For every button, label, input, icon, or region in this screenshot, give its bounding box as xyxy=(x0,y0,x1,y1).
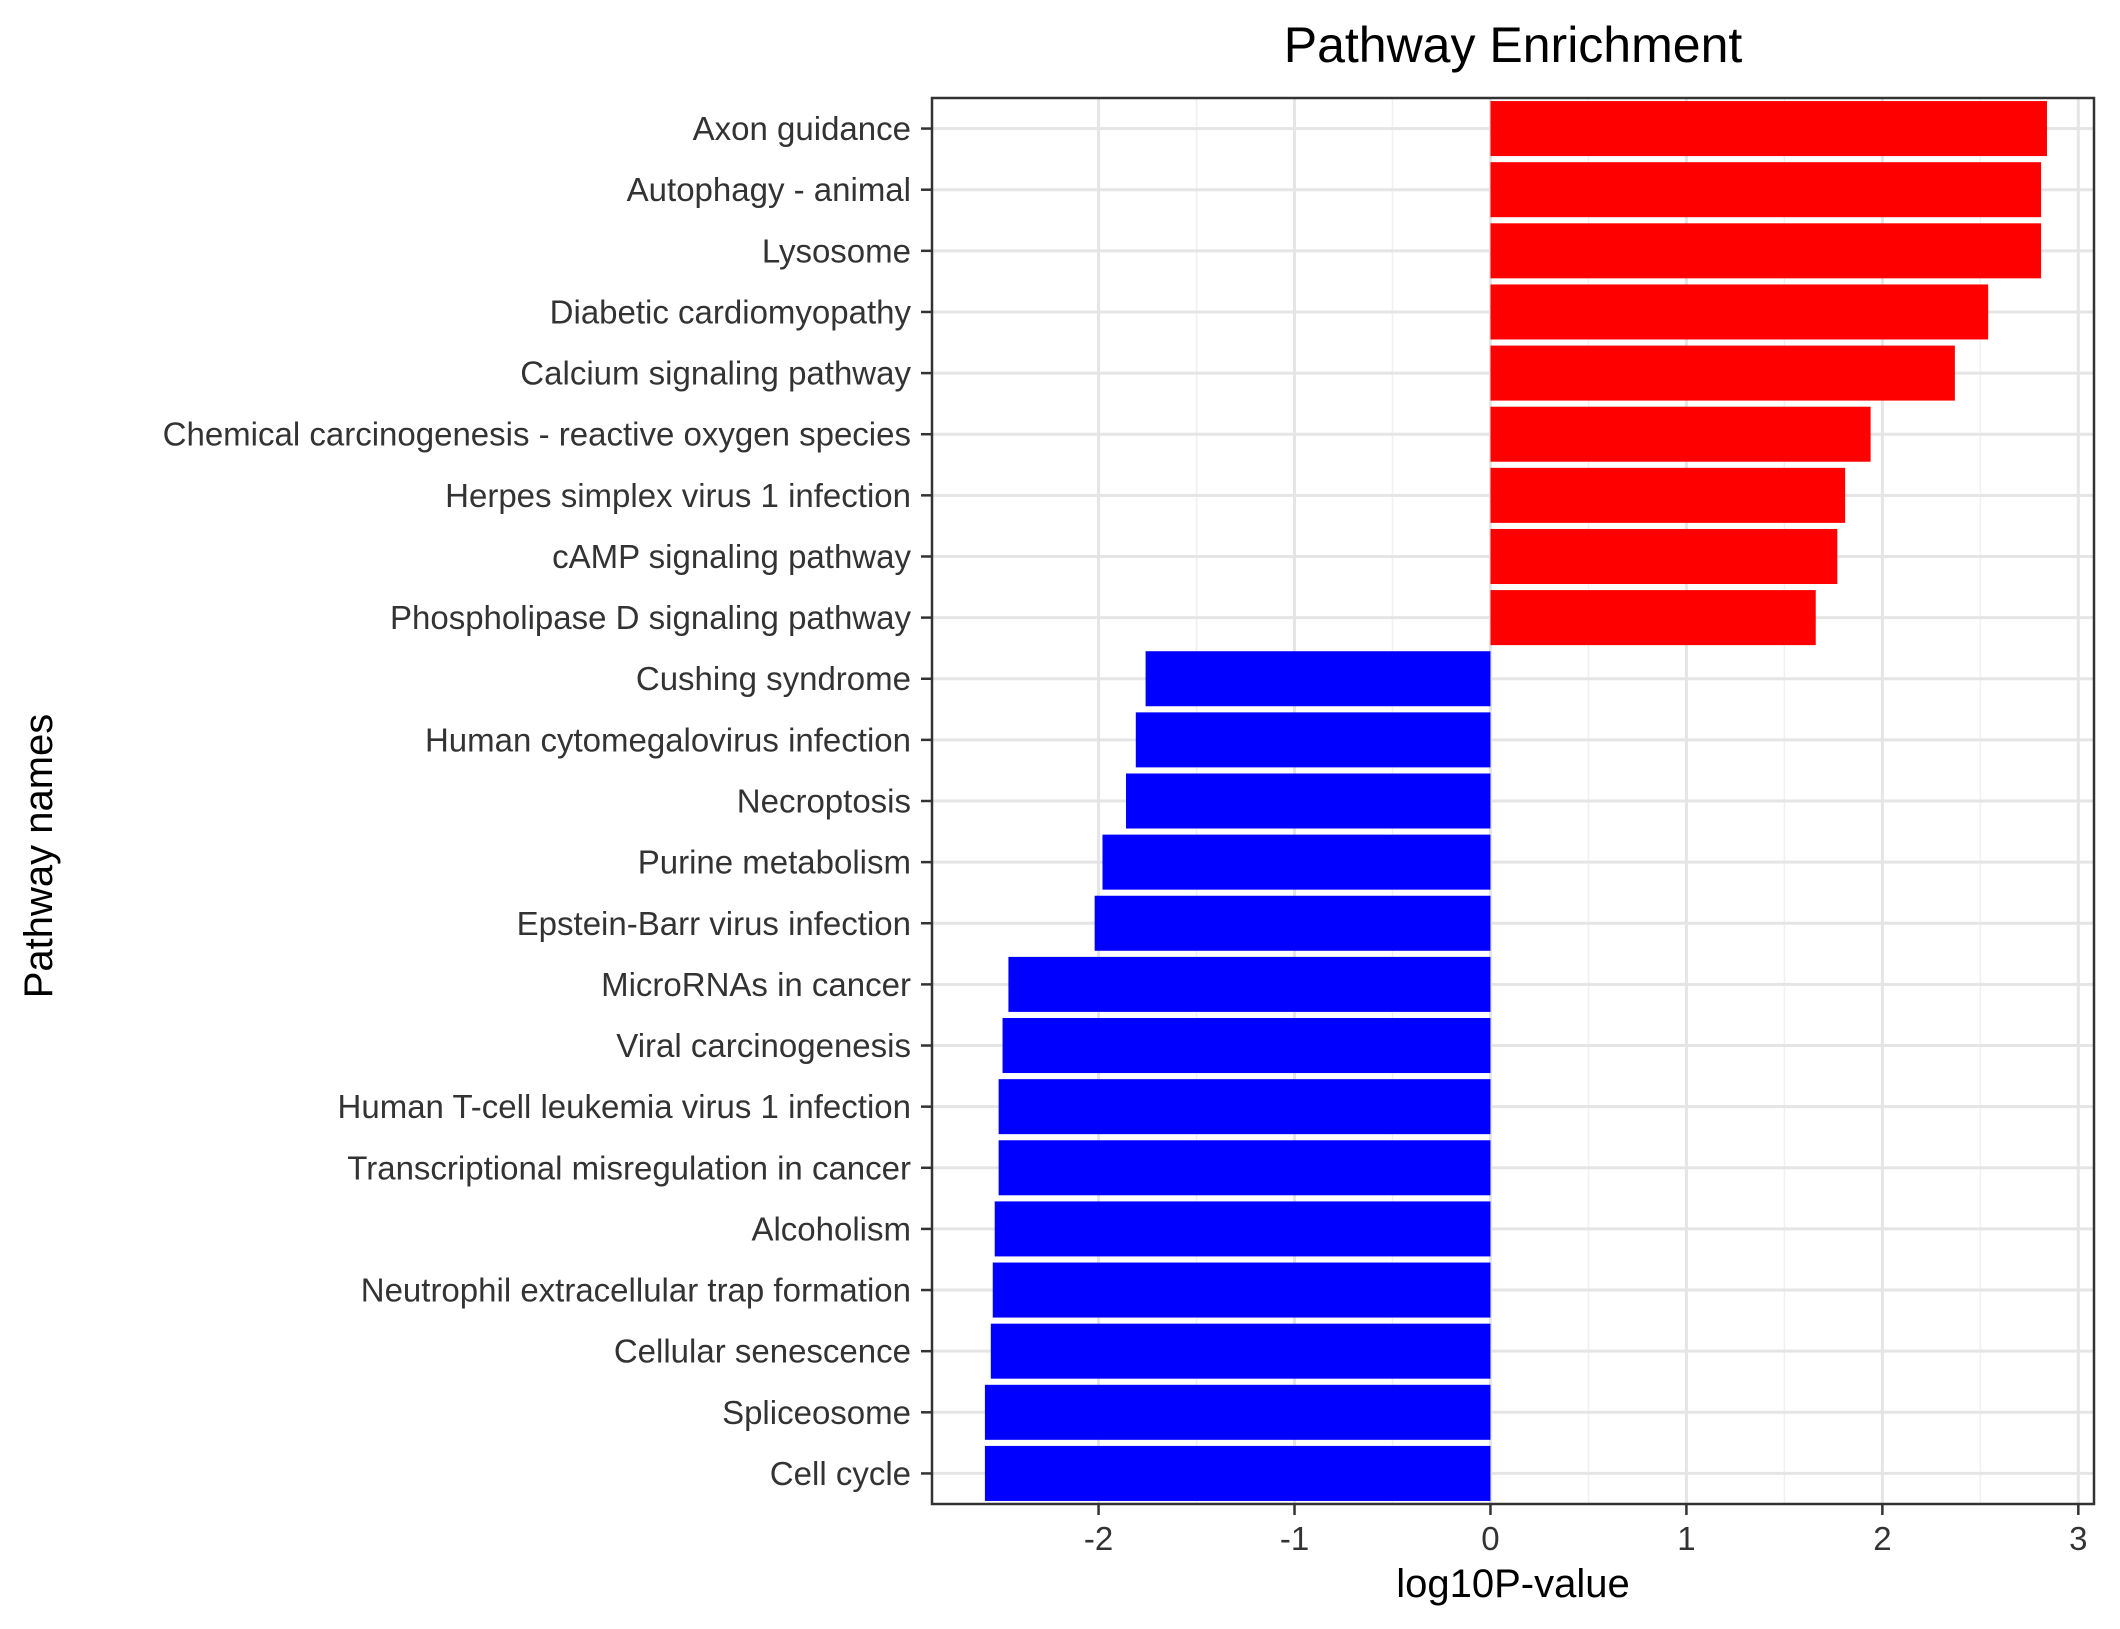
x-axis: -2 -1 0 1 2 3 xyxy=(1084,1504,2088,1557)
bar xyxy=(1490,590,1816,646)
y-tick-label: Transcriptional misregulation in cancer xyxy=(347,1149,911,1186)
y-tick-label: Cellular senescence xyxy=(614,1333,911,1370)
bar xyxy=(984,1384,1491,1440)
y-tick-label: Viral carcinogenesis xyxy=(616,1027,911,1064)
y-tick-label: Phospholipase D signaling pathway xyxy=(390,599,912,636)
y-tick-label: Purine metabolism xyxy=(638,844,911,881)
bar xyxy=(1102,834,1491,890)
bar xyxy=(1490,406,1871,462)
y-tick-label: cAMP signaling pathway xyxy=(552,538,911,575)
x-tick-label: 3 xyxy=(2069,1520,2087,1557)
bar xyxy=(992,1262,1491,1318)
bar xyxy=(1002,1018,1491,1074)
bar xyxy=(1490,162,2042,218)
bar xyxy=(990,1323,1491,1379)
y-tick-label: Cell cycle xyxy=(770,1455,911,1492)
x-tick-label: -2 xyxy=(1084,1520,1113,1557)
y-tick-label: Autophagy - animal xyxy=(627,171,911,208)
bar xyxy=(984,1445,1491,1501)
y-axis-title: Pathway names xyxy=(17,714,61,999)
y-tick-label: Alcoholism xyxy=(751,1210,911,1247)
x-tick-label: 0 xyxy=(1481,1520,1499,1557)
bar xyxy=(1490,101,2047,157)
y-tick-label: Human T-cell leukemia virus 1 infection xyxy=(338,1088,911,1125)
y-tick-label: Cushing syndrome xyxy=(636,660,911,697)
bar xyxy=(1094,895,1491,951)
bar xyxy=(998,1140,1491,1196)
y-tick-label: Lysosome xyxy=(762,232,911,269)
bar xyxy=(1490,345,1955,401)
bar xyxy=(1125,773,1491,829)
bar xyxy=(1490,467,1846,523)
y-tick-label: Herpes simplex virus 1 infection xyxy=(445,477,911,514)
bar xyxy=(1145,651,1491,707)
y-tick-label: Necroptosis xyxy=(737,783,911,820)
x-axis-title: log10P-value xyxy=(1396,1562,1630,1606)
y-axis: Axon guidance Autophagy - animal Lysosome D… xyxy=(163,110,932,1492)
y-tick-label: Human cytomegalovirus infection xyxy=(425,721,911,758)
bar xyxy=(1008,956,1491,1012)
bar xyxy=(1490,223,2042,279)
x-tick-label: 2 xyxy=(1873,1520,1891,1557)
y-tick-label: Calcium signaling pathway xyxy=(520,355,911,392)
y-tick-label: Epstein-Barr virus infection xyxy=(517,905,911,942)
y-tick-label: Neutrophil extracellular trap formation xyxy=(361,1272,911,1309)
y-tick-label: MicroRNAs in cancer xyxy=(601,966,911,1003)
bar xyxy=(994,1201,1491,1257)
y-tick-label: Chemical carcinogenesis - reactive oxyge… xyxy=(163,416,911,453)
bar xyxy=(1490,284,1989,340)
y-tick-label: Spliceosome xyxy=(722,1394,911,1431)
bar xyxy=(1490,528,1838,584)
chart-title: Pathway Enrichment xyxy=(1284,17,1743,73)
bars xyxy=(984,101,2047,1501)
bar xyxy=(998,1079,1491,1135)
y-tick-label: Diabetic cardiomyopathy xyxy=(550,293,912,330)
y-tick-label: Axon guidance xyxy=(693,110,911,147)
bar xyxy=(1135,712,1491,768)
x-tick-label: 1 xyxy=(1677,1520,1695,1557)
x-tick-label: -1 xyxy=(1280,1520,1309,1557)
